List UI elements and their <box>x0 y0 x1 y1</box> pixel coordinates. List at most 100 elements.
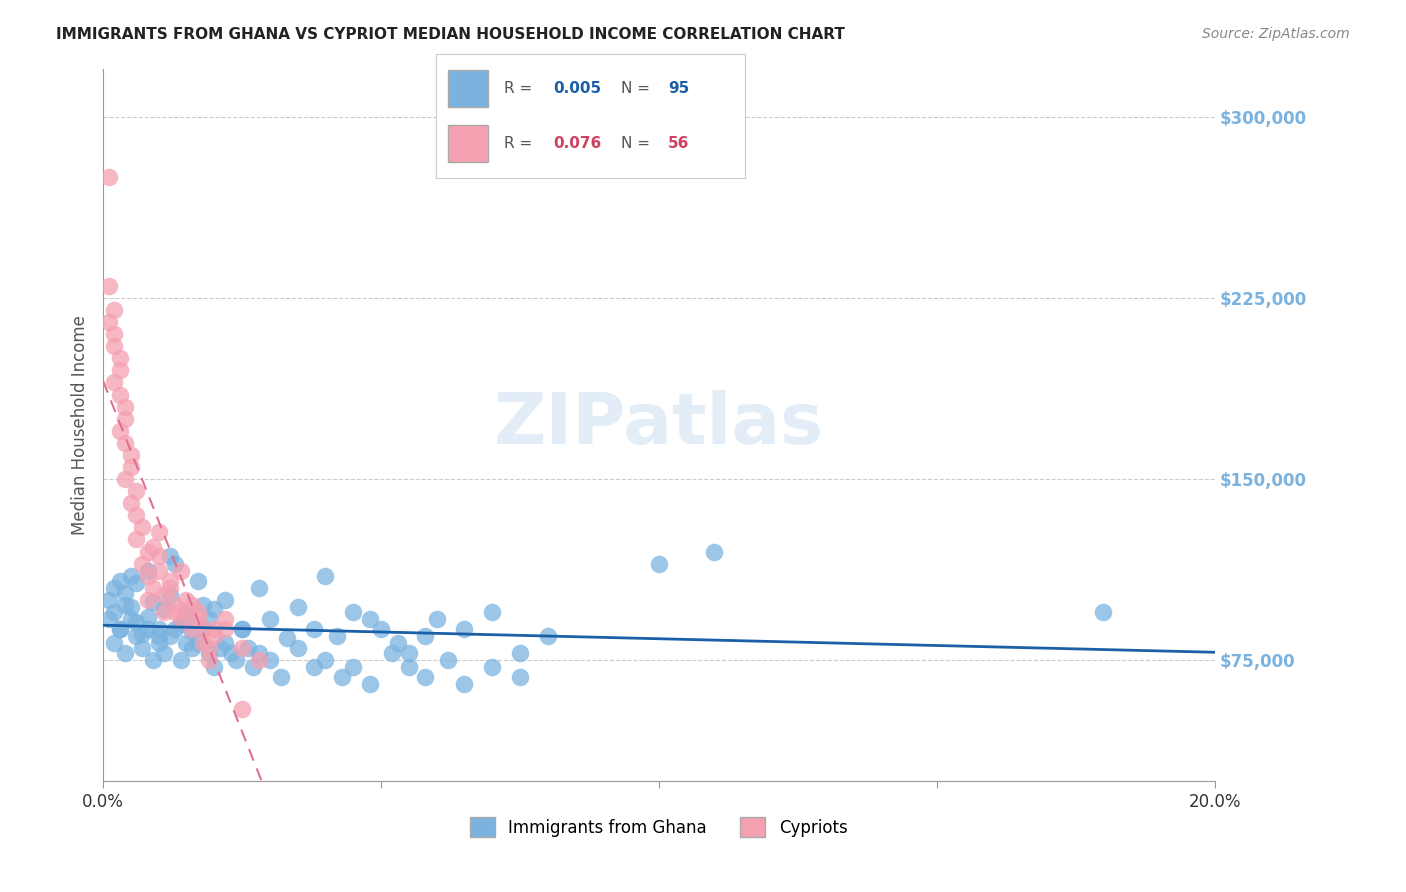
Point <box>103 339 125 353</box>
Point <box>136 544 159 558</box>
Point <box>97 278 120 293</box>
Point <box>131 626 153 640</box>
Point <box>103 605 125 619</box>
Text: R =: R = <box>503 136 537 151</box>
Point <box>125 576 148 591</box>
Point <box>159 588 181 602</box>
Point <box>181 624 204 639</box>
Point <box>136 564 159 578</box>
Point <box>97 592 120 607</box>
Point <box>103 327 125 342</box>
Point <box>120 460 142 475</box>
Point <box>342 605 364 619</box>
Point <box>159 549 181 564</box>
Point <box>304 622 326 636</box>
Point <box>481 660 503 674</box>
Point <box>125 484 148 499</box>
FancyBboxPatch shape <box>449 70 488 107</box>
Point <box>197 653 219 667</box>
Point <box>453 622 475 636</box>
Point <box>214 636 236 650</box>
Point <box>187 636 209 650</box>
Point <box>176 605 198 619</box>
Point <box>342 660 364 674</box>
Point <box>114 472 136 486</box>
Point <box>648 557 671 571</box>
Point <box>142 540 165 554</box>
Point <box>202 602 225 616</box>
Point <box>142 581 165 595</box>
Text: N =: N = <box>621 81 655 96</box>
Point <box>276 632 298 646</box>
Point <box>231 641 253 656</box>
Point <box>242 660 264 674</box>
Point <box>259 612 281 626</box>
Point <box>97 612 120 626</box>
Point <box>170 653 193 667</box>
Point <box>148 564 170 578</box>
Point <box>125 508 148 523</box>
Point <box>108 622 131 636</box>
Point <box>114 411 136 425</box>
Point <box>136 568 159 582</box>
Point <box>170 612 193 626</box>
Point <box>142 653 165 667</box>
Point <box>159 581 181 595</box>
Point <box>176 612 198 626</box>
Point <box>287 600 309 615</box>
Point <box>359 677 381 691</box>
Point <box>398 646 420 660</box>
Point <box>125 615 148 629</box>
Text: 0.076: 0.076 <box>554 136 602 151</box>
Point <box>231 622 253 636</box>
Point <box>153 646 176 660</box>
Point <box>314 568 336 582</box>
Point <box>114 646 136 660</box>
Point <box>314 653 336 667</box>
Point <box>181 641 204 656</box>
Text: 95: 95 <box>668 81 689 96</box>
Point <box>225 653 247 667</box>
Point <box>165 605 187 619</box>
Point <box>153 602 176 616</box>
Point <box>148 629 170 643</box>
Point <box>114 435 136 450</box>
Point <box>176 636 198 650</box>
Point <box>176 592 198 607</box>
Point <box>120 496 142 510</box>
Point <box>202 622 225 636</box>
Point <box>191 636 214 650</box>
Point <box>425 612 447 626</box>
Point <box>136 609 159 624</box>
FancyBboxPatch shape <box>449 125 488 162</box>
Point <box>436 653 458 667</box>
Point <box>330 670 353 684</box>
Point <box>120 448 142 462</box>
Point <box>509 646 531 660</box>
Point <box>159 574 181 588</box>
Point <box>165 622 187 636</box>
Point <box>108 351 131 366</box>
Point <box>247 581 270 595</box>
Point <box>219 646 242 660</box>
Point <box>214 612 236 626</box>
Point <box>197 641 219 656</box>
Text: IMMIGRANTS FROM GHANA VS CYPRIOT MEDIAN HOUSEHOLD INCOME CORRELATION CHART: IMMIGRANTS FROM GHANA VS CYPRIOT MEDIAN … <box>56 27 845 42</box>
Point <box>325 629 347 643</box>
Point <box>214 592 236 607</box>
Point <box>108 574 131 588</box>
Point <box>97 315 120 329</box>
Text: N =: N = <box>621 136 655 151</box>
Point <box>191 622 214 636</box>
Point <box>108 622 131 636</box>
Point <box>509 670 531 684</box>
Point <box>125 533 148 547</box>
Point <box>191 622 214 636</box>
Point <box>387 636 409 650</box>
Point <box>197 646 219 660</box>
Point <box>120 612 142 626</box>
Point <box>415 629 437 643</box>
Point <box>481 605 503 619</box>
Point <box>247 653 270 667</box>
Point <box>136 622 159 636</box>
